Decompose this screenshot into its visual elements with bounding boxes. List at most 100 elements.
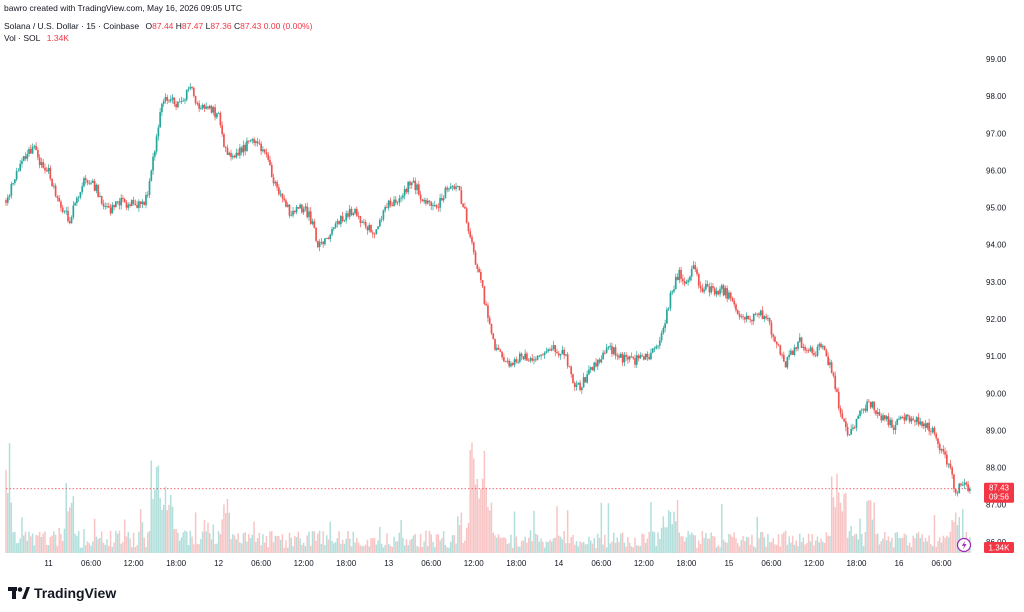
candle: [389, 197, 392, 208]
candle: [219, 111, 222, 128]
candle: [377, 226, 379, 230]
candle: [728, 290, 730, 301]
volume-bar: [827, 535, 829, 553]
candle: [747, 315, 750, 320]
candle: [600, 355, 603, 364]
volume-bar: [621, 532, 624, 553]
volume-bar: [940, 542, 943, 553]
candle: [821, 344, 824, 350]
volume-bar: [823, 543, 826, 553]
candle: [113, 204, 115, 211]
candle: [150, 169, 153, 182]
candle: [752, 313, 755, 325]
symbol-name[interactable]: Solana / U.S. Dollar · 15 · Coinbase: [4, 21, 140, 31]
candle: [251, 138, 254, 144]
candle: [720, 283, 723, 293]
candle: [921, 420, 923, 429]
candle: [791, 350, 794, 356]
volume-bar: [308, 531, 310, 553]
candle: [850, 424, 853, 435]
time-tick-label: 12:00: [124, 559, 145, 568]
candle: [673, 285, 675, 294]
volume-bar: [357, 542, 360, 553]
volume-bar: [490, 502, 493, 553]
candle: [735, 302, 737, 313]
volume-bar: [687, 530, 689, 553]
candle: [542, 353, 544, 356]
candle: [917, 413, 920, 427]
candle: [775, 340, 778, 349]
time-tick-label: 06:00: [932, 559, 953, 568]
volume-bar: [209, 533, 211, 553]
candle: [687, 277, 689, 286]
candle: [357, 211, 360, 220]
candle: [561, 345, 564, 355]
candle: [42, 158, 45, 169]
candle: [263, 148, 266, 155]
volume-bar: [572, 534, 574, 553]
volume-bar: [595, 547, 597, 553]
candle: [674, 273, 677, 290]
time-axis[interactable]: 11 06:00 12:00 18:00 12 06:00 12:00 18:00 13 06:0…: [44, 559, 952, 568]
candle: [448, 187, 450, 192]
candle: [173, 97, 176, 107]
volume-bar: [483, 450, 486, 553]
candle: [480, 269, 482, 284]
candle: [444, 186, 447, 199]
volume-bar: [731, 537, 734, 553]
candle: [168, 98, 170, 104]
time-tick-label: 06:00: [421, 559, 442, 568]
candle: [712, 283, 714, 292]
candle: [451, 185, 454, 191]
candle: [942, 445, 945, 455]
candle: [325, 237, 328, 240]
candle: [51, 178, 53, 187]
volume-bar: [602, 544, 604, 553]
volume-bar: [699, 543, 702, 553]
candle: [371, 229, 374, 239]
candle: [922, 421, 925, 430]
candle: [706, 280, 709, 288]
volume-bar: [84, 545, 87, 553]
time-tick-label: 18:00: [676, 559, 697, 568]
candle: [859, 410, 861, 419]
candle: [79, 191, 82, 200]
volume-bar: [900, 538, 902, 553]
price-tick-label: 92.00: [986, 315, 1007, 324]
candle: [756, 313, 759, 318]
volume-bar: [76, 536, 78, 553]
volume-bar: [634, 537, 636, 553]
volume-bar: [754, 547, 757, 553]
candle: [86, 179, 89, 186]
volume-label[interactable]: Vol · SOL: [4, 33, 41, 43]
candle: [141, 199, 144, 209]
volume-bar: [898, 537, 900, 553]
volume-bar: [783, 532, 785, 553]
volume-bar: [249, 538, 252, 553]
volume-bar: [272, 542, 275, 553]
volume-bar: [439, 540, 441, 553]
volume-bar: [767, 533, 769, 553]
volume-bar: [79, 547, 82, 553]
candle: [145, 191, 147, 209]
tradingview-logo[interactable]: TradingView: [8, 584, 116, 602]
candle: [283, 194, 286, 203]
price-axis[interactable]: 99.00 98.00 97.00 96.00 95.00 94.00 93.00 92.00…: [986, 55, 1007, 547]
volume-bar: [235, 539, 238, 553]
candle: [233, 154, 236, 159]
volume-bar: [8, 443, 11, 553]
candle: [355, 206, 358, 218]
event-marker-icon[interactable]: [956, 537, 972, 553]
volume-bar: [650, 502, 652, 553]
candle: [837, 387, 840, 411]
time-tick-label: 12:00: [294, 559, 315, 568]
volume-bar: [108, 545, 110, 553]
candle: [818, 342, 821, 351]
candle: [565, 354, 567, 357]
candle: [545, 347, 548, 354]
candle: [286, 202, 289, 208]
candle: [203, 103, 206, 113]
volume-bar: [286, 547, 289, 553]
volume-bar: [517, 546, 519, 553]
